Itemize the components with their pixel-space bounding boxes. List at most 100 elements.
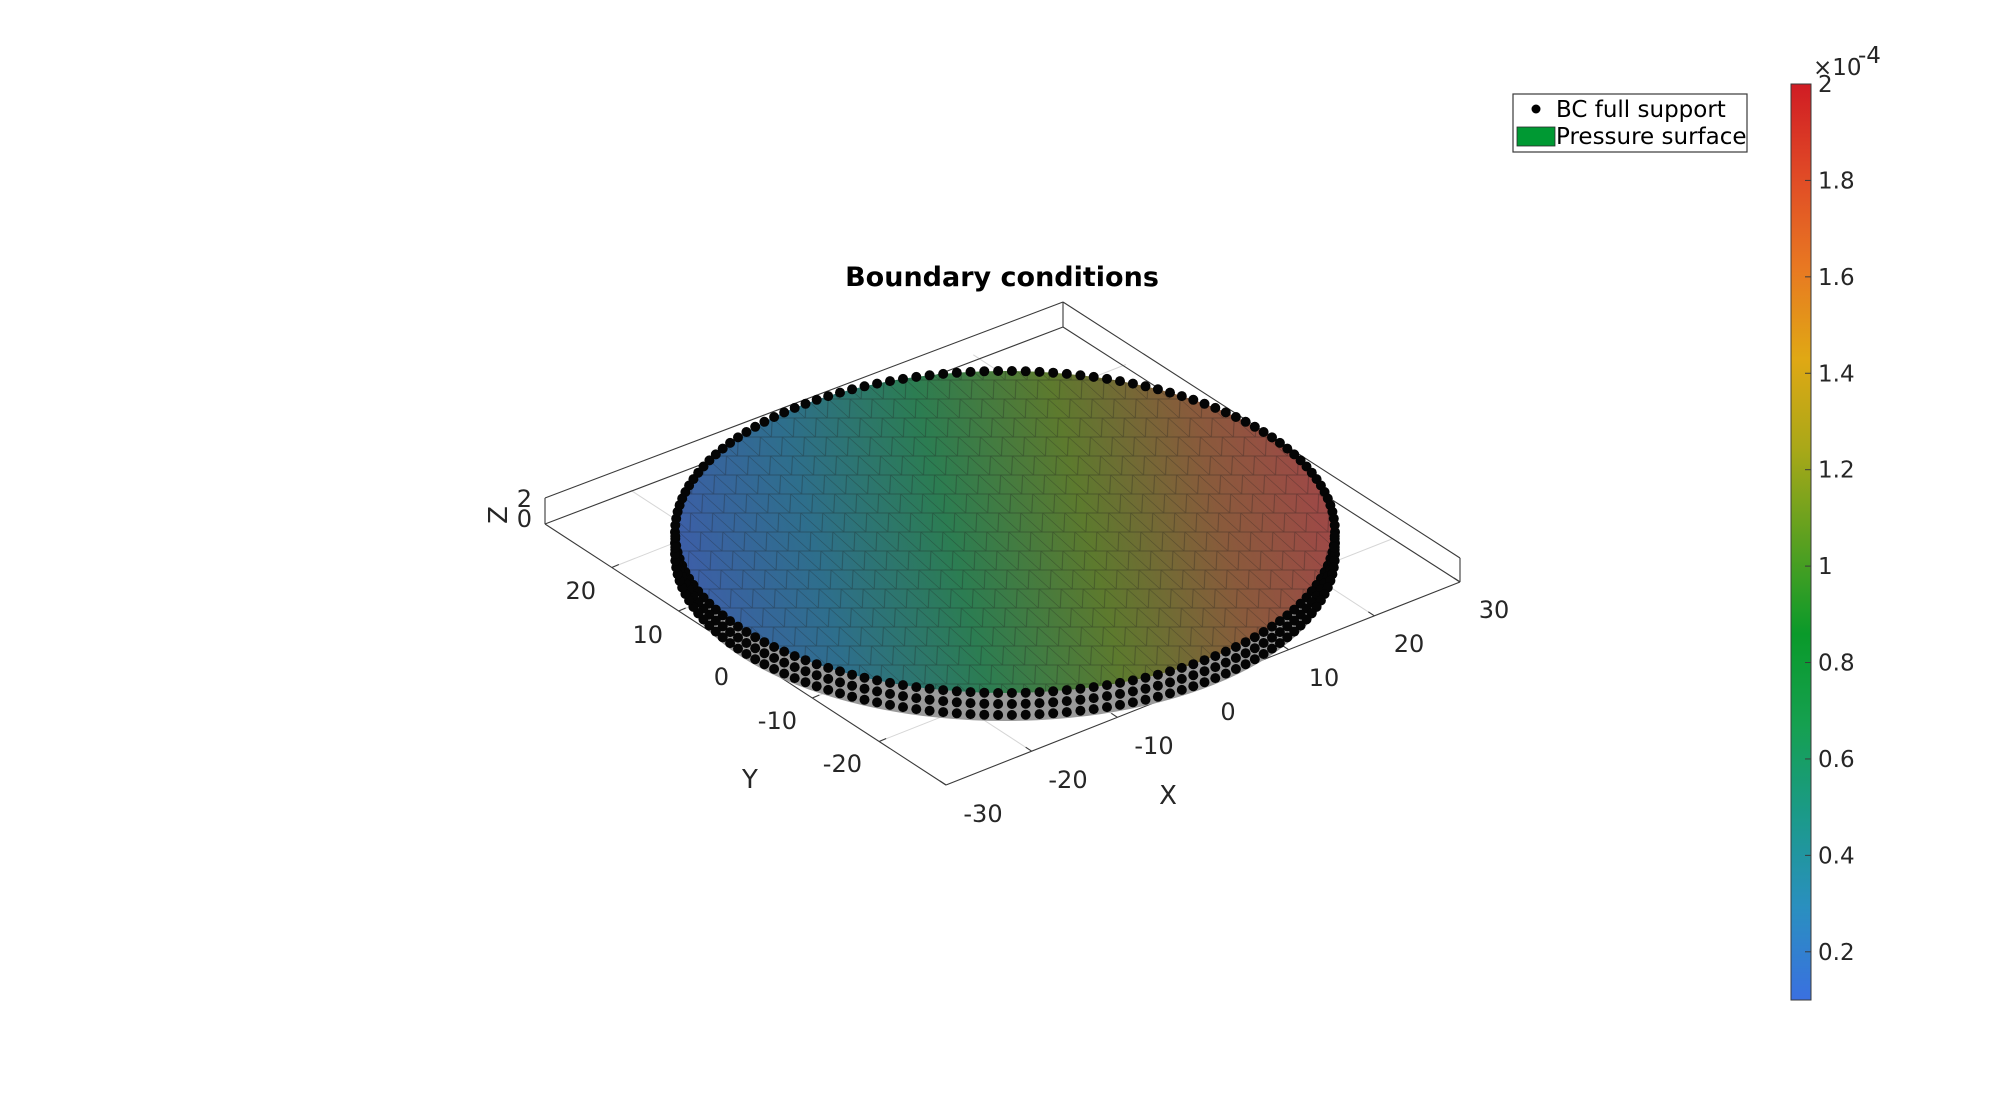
bc-node-marker — [951, 686, 962, 697]
colorbar-tick-label: 1.2 — [1818, 458, 1855, 484]
bc-node-marker — [885, 376, 895, 387]
bc-node-marker — [1020, 709, 1031, 720]
bc-node-marker — [872, 686, 883, 697]
bc-node-marker — [1210, 673, 1221, 684]
colorbar-tick-label: 1 — [1818, 554, 1833, 580]
bc-node-marker — [1127, 697, 1138, 708]
bc-node-marker — [1282, 443, 1293, 454]
bc-node-marker — [811, 670, 822, 681]
bc-node-marker — [789, 673, 800, 684]
bc-node-marker — [759, 659, 770, 670]
bc-node-marker — [1165, 677, 1175, 688]
bc-node-marker — [717, 621, 728, 632]
bc-node-marker — [1048, 697, 1059, 708]
bc-node-marker — [1329, 531, 1340, 542]
bc-node-marker — [769, 653, 780, 663]
z-tick-labels: 0 2 — [517, 485, 532, 533]
bc-node-marker — [938, 368, 949, 379]
bc-node-marker — [779, 646, 790, 657]
bc-node-marker — [811, 681, 822, 692]
bc-node-marker — [1289, 449, 1300, 460]
bc-node-marker — [1230, 412, 1241, 422]
bc-node-marker — [1115, 376, 1125, 387]
y-tick-label: 0 — [714, 663, 729, 691]
bc-node-marker — [965, 366, 976, 377]
bc-node-marker — [1006, 688, 1017, 698]
y-tick-labels: -20 -10 0 10 20 — [565, 577, 862, 778]
axis-tick — [1368, 611, 1375, 617]
bc-node-marker — [938, 707, 949, 718]
colorbar-tick-label: 1.4 — [1818, 361, 1855, 387]
bc-node-marker — [951, 367, 962, 378]
bc-node-marker — [1127, 378, 1138, 389]
bc-node-marker — [1140, 381, 1151, 392]
bc-node-marker — [733, 432, 743, 443]
bc-node-marker — [1152, 680, 1163, 691]
legend-label-pressure: Pressure surface — [1556, 124, 1747, 150]
x-tick-label: 0 — [1220, 698, 1235, 726]
bc-node-marker — [741, 427, 752, 437]
bc-node-marker — [1188, 394, 1199, 405]
bc-node-marker — [1210, 402, 1221, 413]
bc-node-marker — [1102, 702, 1112, 713]
bc-node-marker — [847, 669, 858, 680]
colorbar-tick-label: 2 — [1818, 72, 1833, 98]
bc-full-support-nodes — [670, 366, 1340, 720]
bc-node-marker — [1152, 384, 1163, 395]
y-tick-label: -10 — [758, 707, 797, 735]
bc-node-marker — [835, 688, 845, 699]
bc-node-marker — [835, 387, 845, 398]
bc-node-marker — [1220, 657, 1231, 668]
z-axis-label: Z — [484, 506, 514, 524]
bc-node-marker — [1258, 627, 1269, 637]
bc-node-marker — [1075, 683, 1086, 694]
bc-node-marker — [1088, 693, 1099, 704]
colorbar-tick-label: 0.2 — [1818, 940, 1855, 966]
colorbar: 0.2 0.4 0.6 0.8 1 1.2 1.4 1.6 1.8 2 ×10 -4 — [1790, 43, 1881, 1001]
bc-node-marker — [1152, 669, 1163, 680]
bc-node-marker — [1176, 673, 1187, 684]
bc-node-marker — [1034, 709, 1045, 720]
chart-title: Boundary conditions — [845, 262, 1159, 293]
bc-node-marker — [1020, 366, 1031, 377]
bc-node-marker — [898, 373, 908, 384]
y-tick-label: 10 — [632, 621, 663, 649]
bc-node-marker — [1240, 659, 1251, 670]
bc-node-marker — [993, 688, 1004, 698]
axis-tick — [812, 694, 820, 699]
bc-node-marker — [1295, 620, 1306, 631]
bc-node-marker — [898, 691, 908, 702]
bc-node-marker — [1034, 366, 1045, 377]
bc-node-marker — [1176, 662, 1187, 673]
bc-node-marker — [993, 366, 1004, 376]
bc-node-marker — [741, 649, 752, 659]
bc-node-marker — [1210, 662, 1221, 673]
bc-node-marker — [769, 412, 780, 422]
bc-node-marker — [885, 677, 895, 688]
bc-node-marker — [859, 672, 870, 683]
bc-node-marker — [710, 626, 721, 637]
bc-node-marker — [1061, 707, 1072, 718]
bc-node-marker — [1006, 699, 1017, 709]
bc-node-marker — [741, 627, 752, 637]
bc-node-marker — [1102, 691, 1112, 702]
bc-node-marker — [979, 366, 990, 377]
bc-node-marker — [1274, 627, 1285, 638]
bc-node-marker — [800, 666, 811, 677]
bc-node-marker — [835, 666, 845, 677]
bc-node-marker — [1152, 691, 1163, 702]
bc-node-marker — [911, 704, 922, 715]
bc-node-marker — [1140, 683, 1151, 694]
bc-node-marker — [1048, 367, 1059, 378]
bc-node-marker — [924, 705, 935, 716]
bc-node-marker — [979, 709, 990, 720]
bc-node-marker — [811, 659, 822, 670]
bc-node-marker — [1210, 651, 1221, 662]
bc-node-marker — [1102, 373, 1112, 384]
bc-node-marker — [800, 398, 811, 409]
bc-node-marker — [847, 691, 858, 702]
bc-node-marker — [1088, 682, 1099, 693]
surface-mesh — [675, 371, 1335, 693]
x-tick-labels: -30 -20 -10 0 10 20 30 — [963, 596, 1509, 828]
